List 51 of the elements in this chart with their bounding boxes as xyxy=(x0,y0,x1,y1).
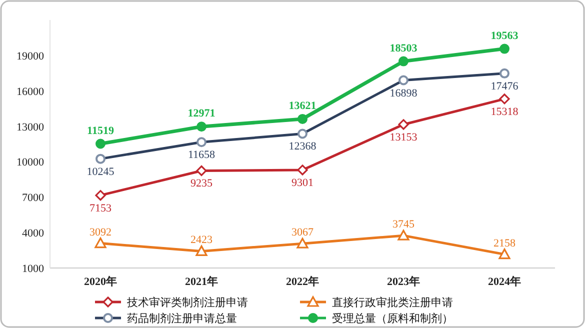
data-label: 9301 xyxy=(292,176,314,189)
point xyxy=(398,230,410,240)
y-tick-label: 16000 xyxy=(16,86,44,98)
y-tick-label: 10000 xyxy=(16,156,44,169)
legend-label: 受理总量（原料和制剂） xyxy=(332,312,453,325)
data-label: 15318 xyxy=(490,106,519,118)
point xyxy=(196,245,208,256)
y-tick-label: 4000 xyxy=(22,228,44,240)
data-label: 16898 xyxy=(390,87,418,100)
y-tick-label: 13000 xyxy=(16,121,44,134)
x-tick-label: 2023年 xyxy=(387,275,420,288)
data-label: 7153 xyxy=(90,202,112,214)
data-label: 9235 xyxy=(190,178,213,190)
point xyxy=(398,119,409,130)
data-label: 12971 xyxy=(188,108,216,120)
x-tick-label: 2024年 xyxy=(488,275,521,288)
x-tick-label: 2021年 xyxy=(185,275,218,288)
point xyxy=(96,138,106,149)
x-tick-label: 2020年 xyxy=(84,275,117,288)
data-label: 11658 xyxy=(188,149,216,162)
point xyxy=(196,165,207,176)
legend-label: 直接行政审批类注册申请 xyxy=(332,296,453,309)
y-tick-label: 1000 xyxy=(22,263,44,275)
data-label: 13621 xyxy=(288,100,316,112)
x-tick-label: 2022年 xyxy=(286,275,319,288)
point xyxy=(296,238,308,248)
legend-label: 技术审评类制剂注册申请 xyxy=(126,296,248,309)
data-label: 3092 xyxy=(90,226,112,238)
data-label: 17476 xyxy=(490,80,519,92)
point xyxy=(196,122,206,132)
y-tick-label: 7000 xyxy=(22,192,44,204)
data-label: 2158 xyxy=(494,237,516,250)
point xyxy=(398,56,408,66)
point xyxy=(298,114,308,124)
data-label: 11519 xyxy=(87,124,114,137)
point xyxy=(498,248,510,260)
data-label: 13153 xyxy=(390,131,418,144)
point xyxy=(95,190,106,201)
legend-label: 药品制剂注册申请总量 xyxy=(127,312,237,325)
y-tick-label: 19000 xyxy=(16,50,44,62)
data-label: 3067 xyxy=(292,226,314,239)
data-label: 3745 xyxy=(392,218,415,231)
data-label: 2423 xyxy=(190,234,213,246)
point xyxy=(297,164,308,176)
point xyxy=(500,44,510,54)
point xyxy=(499,94,510,104)
data-label: 19563 xyxy=(490,30,519,42)
data-label: 12368 xyxy=(288,140,317,153)
data-label: 10245 xyxy=(86,166,115,178)
point xyxy=(94,237,106,248)
data-label: 18503 xyxy=(390,42,418,54)
